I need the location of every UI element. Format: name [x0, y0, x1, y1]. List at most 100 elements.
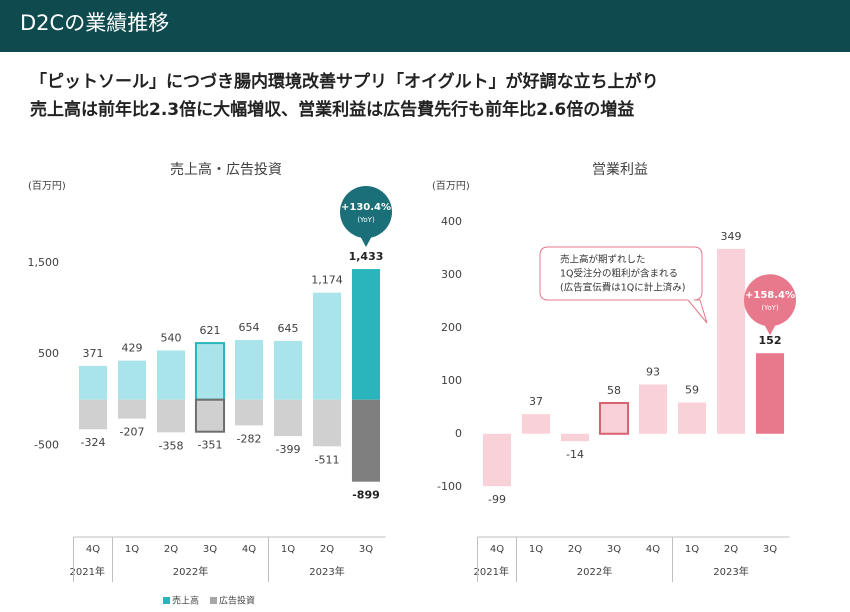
data-label: 1,174 — [311, 274, 343, 287]
x-tick-label: 3Q — [359, 544, 373, 555]
bar — [194, 398, 226, 433]
data-label: 58 — [607, 384, 621, 397]
bar — [351, 399, 381, 482]
data-label: -358 — [159, 439, 184, 452]
data-label: -399 — [276, 443, 301, 456]
y-tick-label: 0 — [455, 427, 462, 440]
headline: 「ピットソール」につづき腸内環境改善サプリ「オイグルト」が好調な立ち上がり — [30, 71, 659, 92]
legend-swatch — [210, 597, 218, 604]
data-label: 93 — [646, 365, 660, 378]
group-label: 2023年 — [713, 565, 748, 578]
group-label: 2021年 — [70, 565, 105, 578]
annotation-text: 売上高が期ずれした — [560, 254, 646, 266]
callout-sub: (YoY) — [761, 304, 779, 312]
unit-label: (百万円) — [28, 180, 66, 192]
bar — [156, 350, 186, 400]
data-label: 1,433 — [349, 250, 384, 263]
y-tick-label: -500 — [34, 438, 59, 451]
bar — [598, 402, 630, 435]
legend-swatch — [163, 597, 170, 604]
data-label: 621 — [200, 324, 221, 337]
y-tick-label: 400 — [441, 215, 462, 228]
x-tick-label: 4Q — [490, 544, 504, 555]
data-label: -324 — [81, 436, 106, 449]
bar — [482, 433, 512, 487]
data-label: -351 — [198, 439, 223, 452]
unit-label: (百万円) — [432, 180, 470, 192]
bar — [78, 365, 108, 400]
x-tick-label: 2Q — [164, 544, 178, 555]
x-tick-label: 4Q — [242, 544, 256, 555]
group-label: 2022年 — [577, 565, 612, 578]
data-label: 349 — [721, 230, 742, 243]
y-tick-label: 500 — [38, 347, 59, 360]
y-tick-label: 200 — [441, 321, 462, 334]
x-tick-label: 2Q — [724, 544, 738, 555]
page-title: D2Cの業績推移 — [20, 11, 169, 35]
bar — [156, 399, 186, 433]
x-tick-label: 4Q — [646, 544, 660, 555]
bar — [716, 248, 746, 434]
data-label: -14 — [566, 448, 584, 461]
data-label: 654 — [239, 321, 260, 334]
data-label: 429 — [122, 342, 143, 355]
x-tick-label: 2Q — [320, 544, 334, 555]
x-tick-label: 3Q — [607, 544, 621, 555]
callout-bubble — [340, 186, 392, 239]
callout-text: +130.4% — [341, 202, 391, 213]
bar — [234, 399, 264, 426]
data-label: 59 — [685, 383, 699, 396]
data-label: 540 — [161, 331, 182, 344]
x-tick-label: 2Q — [568, 544, 582, 555]
data-label: 37 — [529, 395, 543, 408]
headline: 売上高は前年比2.3倍に大幅増収、営業利益は広告費先行も前年比2.6倍の増益 — [30, 99, 634, 120]
data-label: 371 — [83, 347, 104, 360]
bar — [677, 402, 707, 434]
data-label: 645 — [278, 322, 299, 335]
data-label: -99 — [488, 493, 506, 506]
data-label: -282 — [237, 432, 262, 445]
legend-label: 売上高 — [172, 595, 199, 607]
bar — [194, 342, 226, 401]
y-tick-label: 1,500 — [28, 256, 60, 269]
header-bar — [0, 0, 850, 52]
bar — [273, 399, 303, 437]
annotation-box — [539, 246, 708, 324]
x-tick-label: 1Q — [281, 544, 295, 555]
x-tick-label: 4Q — [86, 544, 100, 555]
bar — [117, 399, 147, 419]
bar — [560, 433, 590, 442]
annotation-text: 1Q受注分の粗利が含まれる — [560, 268, 678, 280]
bar — [117, 360, 147, 400]
x-tick-label: 3Q — [763, 544, 777, 555]
bar — [78, 399, 108, 430]
bar — [234, 340, 264, 400]
data-label: -899 — [352, 489, 380, 502]
callout-sub: (YoY) — [357, 216, 375, 224]
x-tick-label: 1Q — [125, 544, 139, 555]
data-label: 152 — [759, 334, 782, 347]
bar — [312, 399, 342, 447]
bar — [312, 292, 342, 400]
legend-label: 広告投資 — [219, 595, 255, 607]
callout-bubble — [744, 274, 796, 327]
x-tick-label: 3Q — [203, 544, 217, 555]
callout-text: +158.4% — [745, 290, 795, 301]
y-tick-label: 300 — [441, 268, 462, 281]
bar — [351, 269, 381, 400]
y-tick-label: -100 — [437, 480, 462, 493]
group-label: 2021年 — [474, 565, 509, 578]
bar — [755, 353, 785, 434]
group-label: 2023年 — [309, 565, 344, 578]
bar — [521, 414, 551, 434]
y-tick-label: 100 — [441, 374, 462, 387]
data-label: -207 — [120, 426, 145, 439]
annotation-text: (広告宣伝費は1Qに計上済み) — [560, 282, 685, 294]
x-tick-label: 1Q — [685, 544, 699, 555]
chart-title: 売上高・広告投資 — [170, 161, 282, 178]
x-tick-label: 1Q — [529, 544, 543, 555]
chart-title: 営業利益 — [592, 162, 648, 178]
bar — [273, 340, 303, 400]
group-label: 2022年 — [173, 565, 208, 578]
